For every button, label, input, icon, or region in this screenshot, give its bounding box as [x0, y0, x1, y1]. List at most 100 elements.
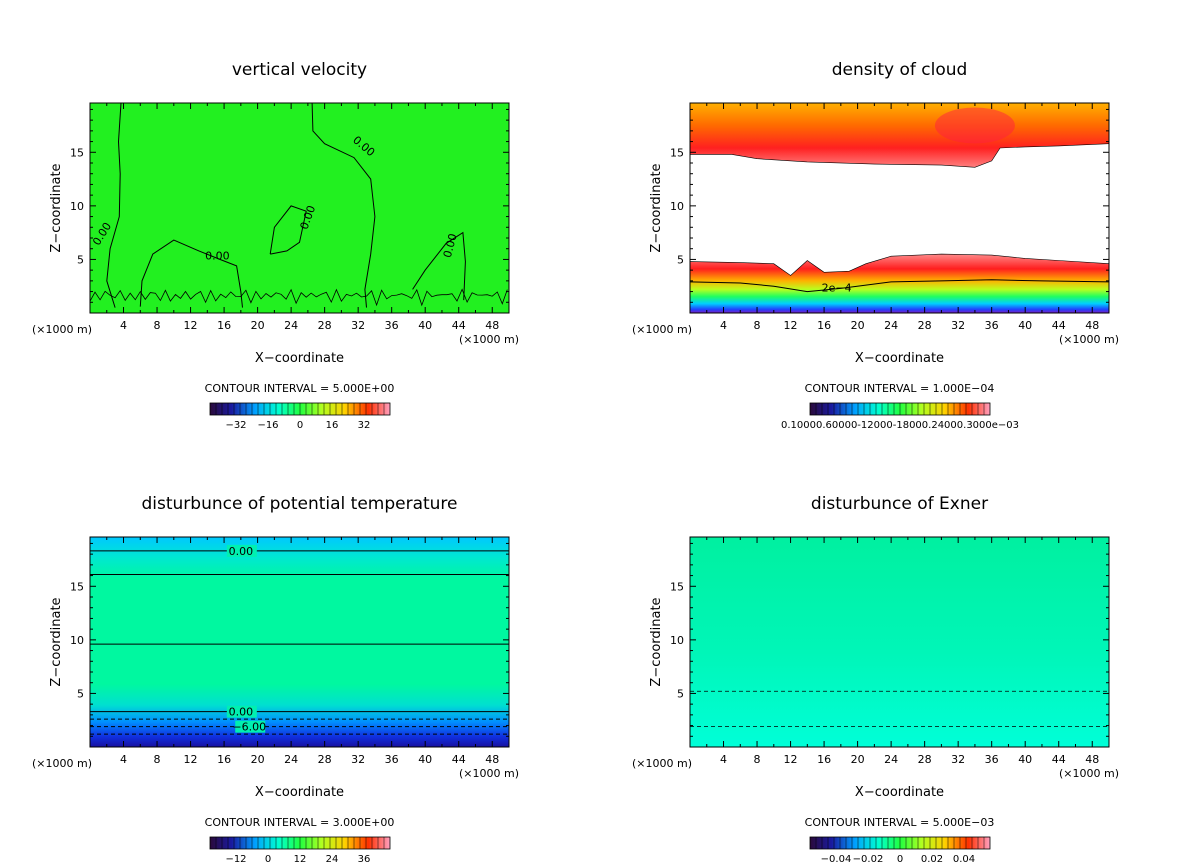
plot-area: 2e−4 [689, 102, 1110, 314]
x-tick-label: 12 [184, 319, 198, 332]
x-tick-label: 48 [1085, 753, 1099, 766]
x-tick-label: 16 [217, 753, 231, 766]
x-tick-label: 32 [351, 753, 365, 766]
plot-area [690, 537, 1109, 747]
x-tick-label: 4 [720, 319, 727, 332]
plot-area: 0.00 0.00 −6.00 [90, 537, 509, 747]
colorbar-label: −12 [225, 854, 246, 865]
contour-line [139, 239, 243, 308]
chart-title: disturbunce of Exner [811, 494, 988, 514]
colorbar-label: 32 [358, 420, 371, 431]
field-fill [90, 537, 509, 747]
chart-panel-1: vertical velocity 0.000.000.000.000.00 4 8 1… [32, 60, 519, 431]
contour-line [689, 279, 1110, 293]
x-tick-label: 44 [452, 753, 466, 766]
plot-frame [89, 102, 510, 314]
colorbar-label: 0 [897, 854, 903, 865]
plot-frame [89, 536, 510, 748]
x-tick-label: 40 [418, 753, 432, 766]
plot-frame [689, 102, 1110, 314]
x-unit-right: (×1000 m) [1059, 767, 1119, 780]
contour-interval: CONTOUR INTERVAL = 3.000E+00 [205, 816, 395, 829]
y-tick-label: 15 [70, 580, 84, 593]
x-tick-label: 24 [284, 319, 298, 332]
x-tick-label: 44 [452, 319, 466, 332]
x-unit-right: (×1000 m) [459, 767, 519, 780]
colorbar-label: 0.10000.60000-12000-18000.24000.3000e−03 [781, 420, 1019, 431]
contour-label-bg [226, 705, 257, 718]
colorbar-label: 12 [294, 854, 307, 865]
x-tick-label: 36 [985, 319, 999, 332]
field-fill [90, 103, 509, 313]
contour-label: −6.00 [232, 721, 266, 734]
x-axis-label: X−coordinate [255, 351, 344, 366]
x-tick-label: 16 [817, 753, 831, 766]
contour-label: 0.00 [441, 232, 460, 259]
x-tick-label: 8 [754, 319, 761, 332]
x-unit-left: (×1000 m) [32, 323, 92, 336]
x-tick-label: 32 [951, 753, 965, 766]
x-tick-label: 44 [1052, 753, 1066, 766]
colorbar-label: −16 [257, 420, 278, 431]
y-tick-label: 10 [70, 200, 84, 213]
y-tick-label: 10 [670, 634, 684, 647]
y-tick-label: 10 [70, 634, 84, 647]
contour-line [106, 102, 122, 308]
field-fill [690, 537, 1109, 747]
x-tick-label: 8 [154, 753, 161, 766]
contour-line [269, 205, 307, 255]
x-tick-label: 8 [754, 753, 761, 766]
x-tick-label: 36 [985, 753, 999, 766]
x-tick-label: 40 [1018, 319, 1032, 332]
colorbar-label: 16 [326, 420, 339, 431]
contour-line [412, 231, 466, 301]
contour-interval: CONTOUR INTERVAL = 5.000E−03 [805, 816, 995, 829]
x-tick-label: 4 [720, 753, 727, 766]
chart-title: vertical velocity [232, 60, 367, 80]
contour-label: 0.00 [229, 545, 254, 558]
chart-title: density of cloud [832, 60, 968, 80]
contour-label-bg [226, 544, 257, 557]
x-tick-label: 12 [784, 319, 798, 332]
y-tick-label: 5 [77, 253, 84, 266]
x-tick-label: 48 [1085, 319, 1099, 332]
colorbar-label: 24 [326, 854, 339, 865]
chart-panel-3: disturbunce of potential temperature 0.00… [32, 494, 519, 865]
x-unit-left: (×1000 m) [32, 757, 92, 770]
x-tick-label: 4 [120, 753, 127, 766]
y-axis-label: Z−coordinate [49, 163, 64, 252]
x-tick-label: 40 [418, 319, 432, 332]
x-tick-label: 20 [851, 753, 865, 766]
x-tick-label: 8 [154, 319, 161, 332]
y-tick-label: 10 [670, 200, 684, 213]
y-tick-label: 15 [670, 580, 684, 593]
colorbar-label: −32 [225, 420, 246, 431]
y-tick-label: 15 [70, 146, 84, 159]
y-tick-label: 5 [677, 687, 684, 700]
x-tick-label: 16 [217, 319, 231, 332]
x-tick-label: 24 [884, 753, 898, 766]
colorbar-label: 0 [265, 854, 271, 865]
colorbar-label: 0.02 [921, 854, 943, 865]
y-axis-label: Z−coordinate [649, 163, 664, 252]
x-tick-label: 24 [284, 753, 298, 766]
colorbar-label: 36 [358, 854, 371, 865]
plot-area: 0.000.000.000.000.00 [89, 102, 509, 313]
contour-line [89, 288, 508, 309]
x-tick-label: 36 [385, 753, 399, 766]
colorbar-label: −0.02 [853, 854, 884, 865]
x-tick-label: 24 [884, 319, 898, 332]
x-tick-label: 12 [184, 753, 198, 766]
x-tick-label: 28 [918, 319, 932, 332]
y-axis-label: Z−coordinate [49, 597, 64, 686]
chart-title: disturbunce of potential temperature [141, 494, 457, 514]
x-tick-label: 36 [385, 319, 399, 332]
x-tick-label: 40 [1018, 753, 1032, 766]
plot-frame [689, 536, 1110, 748]
x-tick-label: 4 [120, 319, 127, 332]
y-tick-label: 15 [670, 146, 684, 159]
x-tick-label: 20 [251, 753, 265, 766]
x-tick-label: 28 [918, 753, 932, 766]
